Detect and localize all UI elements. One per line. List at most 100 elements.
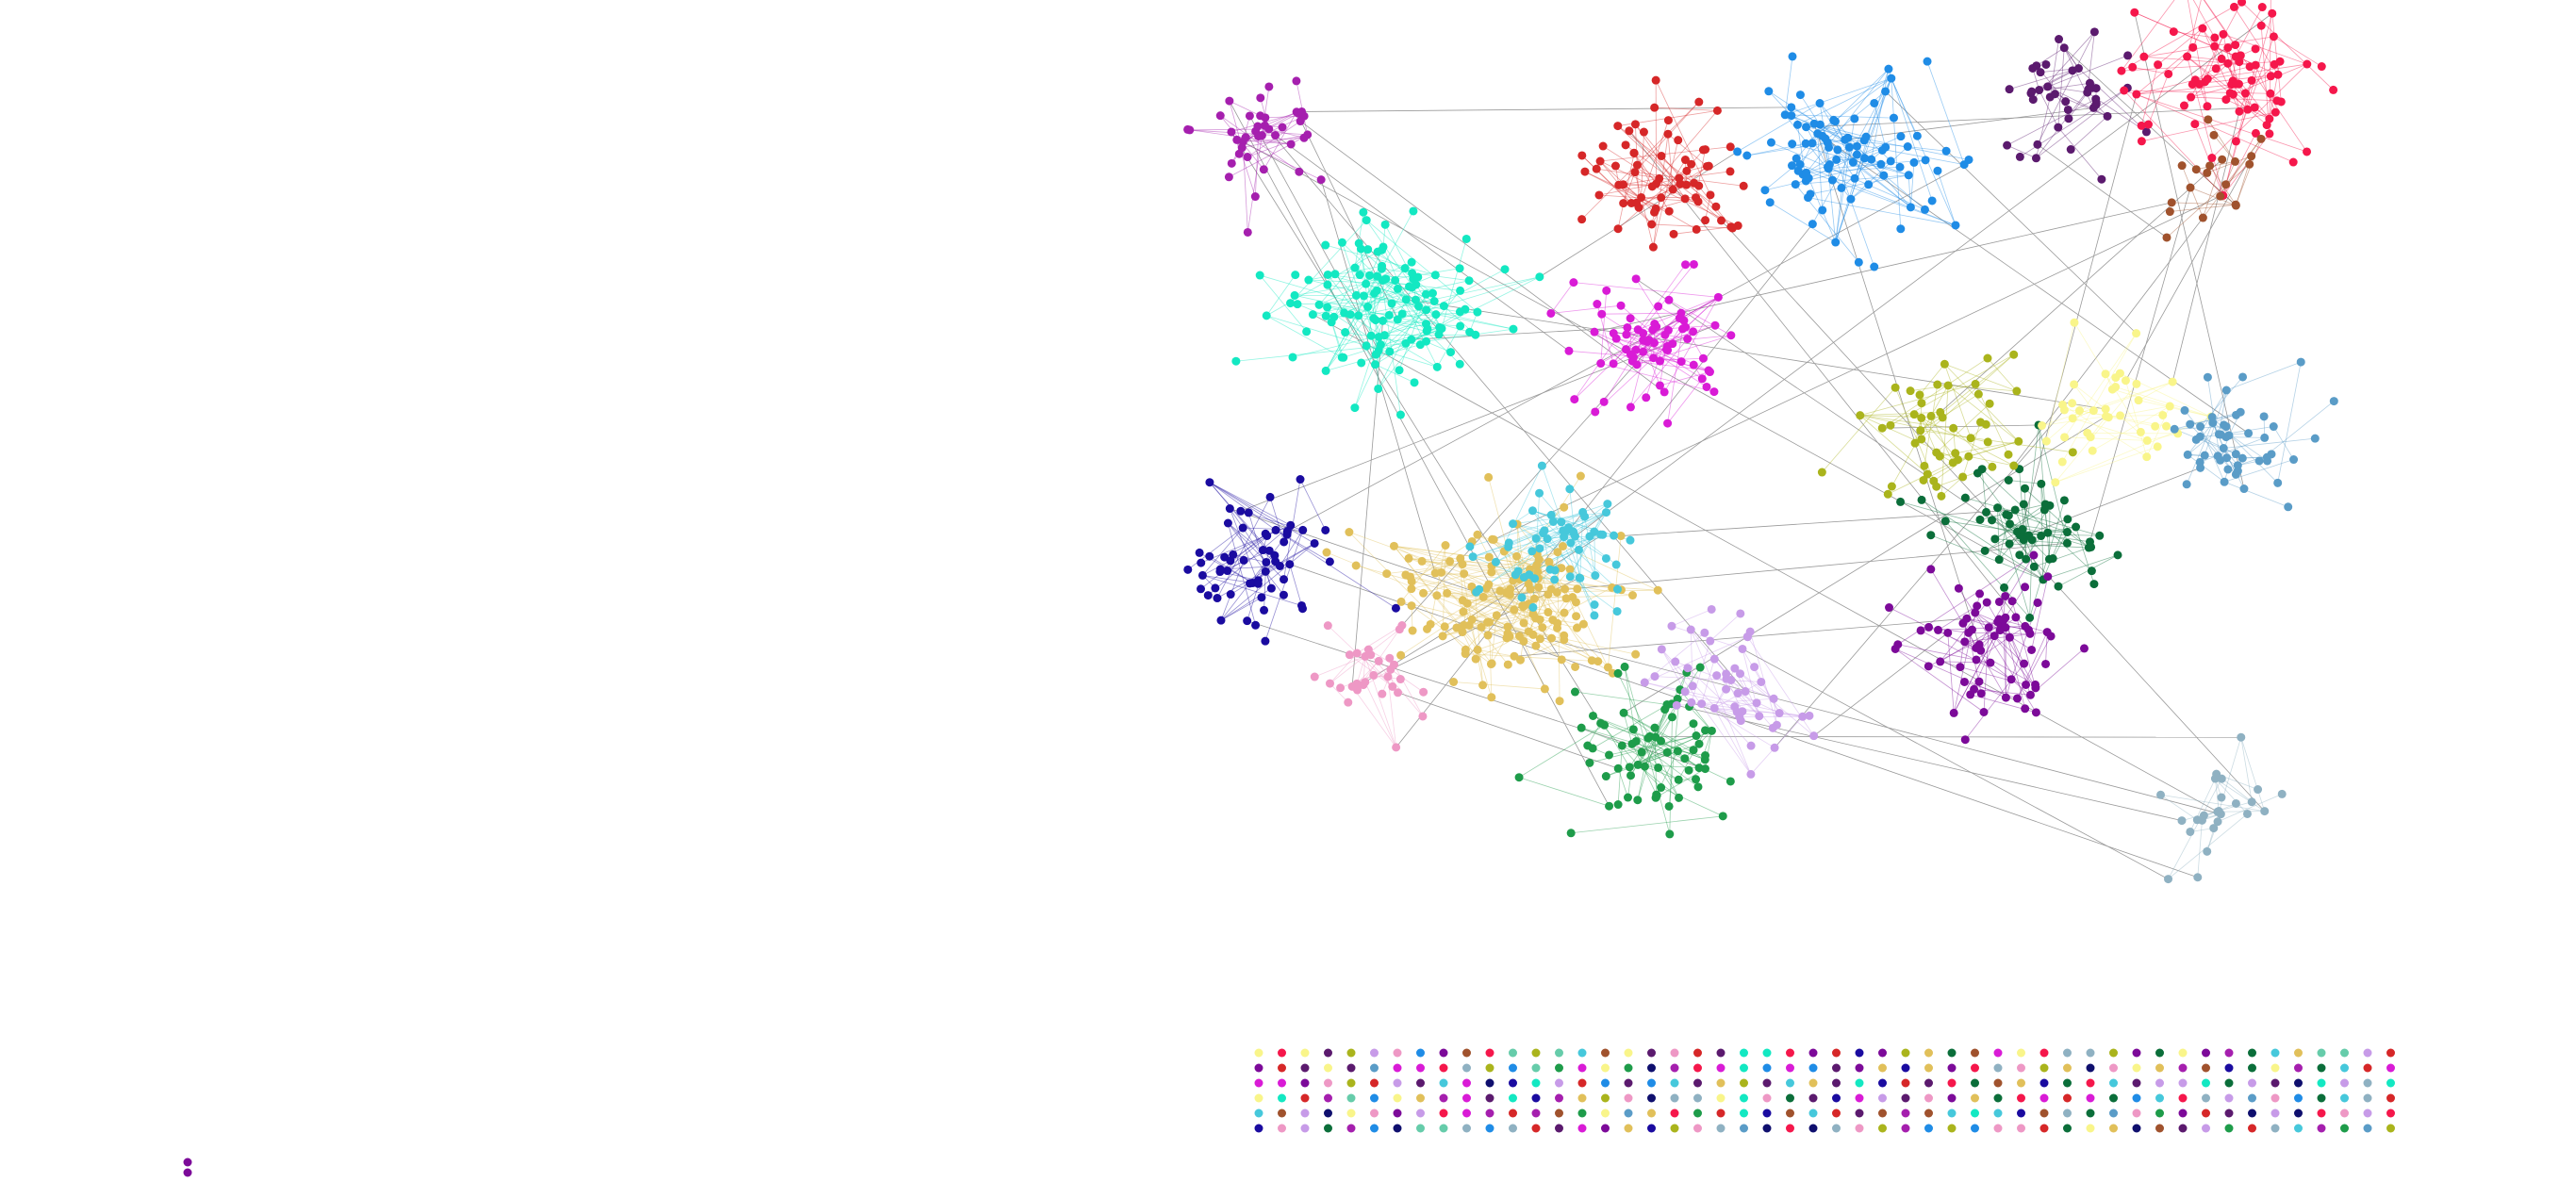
graph-edge <box>1209 482 1288 533</box>
graph-edge <box>1230 543 1315 595</box>
graph-node <box>1668 185 1677 194</box>
graph-edge <box>1940 158 2222 413</box>
isolated-node <box>2340 1093 2349 1103</box>
graph-edge <box>2168 778 2222 879</box>
graph-edge <box>2200 426 2225 483</box>
graph-node <box>1546 633 1556 643</box>
graph-node <box>1885 603 1894 613</box>
isolated-node <box>2386 1124 2395 1133</box>
graph-node <box>1956 663 1965 672</box>
graph-node <box>2107 385 2117 394</box>
graph-node <box>1590 599 1599 609</box>
graph-node <box>2195 457 2204 467</box>
graph-node <box>1588 711 1597 720</box>
graph-node <box>1487 693 1496 702</box>
graph-node <box>2029 550 2039 560</box>
isolated-node <box>2063 1124 2072 1133</box>
graph-edge <box>1584 171 1657 209</box>
isolated-node <box>1555 1124 1563 1133</box>
graph-edge <box>1981 468 2092 571</box>
isolated-node <box>1693 1124 1702 1133</box>
graph-edge <box>1382 246 1407 300</box>
isolated-node <box>2317 1124 2326 1133</box>
graph-node <box>1540 526 1549 535</box>
graph-node <box>1468 552 1478 562</box>
graph-node <box>2060 433 2070 442</box>
graph-node <box>1827 175 1837 185</box>
graph-node <box>2154 60 2163 70</box>
isolated-node <box>2155 1124 2164 1133</box>
isolated-node <box>1439 1093 1448 1103</box>
isolated-node <box>1947 1063 1957 1073</box>
graph-node <box>1915 390 1924 400</box>
graph-node <box>1683 335 1693 344</box>
graph-node <box>1717 216 1726 225</box>
graph-node <box>1383 672 1393 681</box>
graph-edge <box>1601 312 1681 315</box>
graph-edge <box>1806 126 1970 160</box>
graph-edge <box>1900 501 2026 537</box>
isolated-node <box>1254 1108 1263 1118</box>
isolated-node <box>1509 1093 1517 1103</box>
isolated-node <box>1647 1124 1656 1133</box>
graph-node <box>2025 613 2035 622</box>
graph-edge <box>1536 530 1563 539</box>
isolated-node <box>1393 1124 1402 1133</box>
graph-edge <box>1494 195 2221 540</box>
graph-edge <box>1910 385 1949 392</box>
graph-node <box>2170 424 2179 434</box>
graph-edge <box>1296 304 1327 317</box>
graph-node <box>1627 771 1636 780</box>
isolated-node <box>1762 1124 1772 1133</box>
graph-node <box>1216 616 1226 625</box>
graph-node <box>1487 659 1496 668</box>
graph-node <box>1344 698 1353 707</box>
graph-edge <box>1965 497 2100 536</box>
graph-node <box>1534 583 1544 592</box>
graph-node <box>1568 593 1577 602</box>
graph-node <box>1886 420 1895 430</box>
graph-node <box>2188 79 2197 89</box>
isolated-node <box>1924 1124 1933 1133</box>
graph-node <box>2254 785 2263 795</box>
graph-edge <box>1356 656 1366 684</box>
graph-node <box>1346 310 1355 320</box>
graph-node <box>1225 504 1234 514</box>
graph-edge <box>2055 446 2158 484</box>
graph-edge <box>1576 601 1609 668</box>
graph-edge <box>1841 150 1883 189</box>
graph-node <box>1286 140 1296 149</box>
graph-node <box>1587 656 1596 665</box>
graph-node <box>1973 601 1982 611</box>
graph-node <box>2143 120 2153 129</box>
graph-edge <box>2196 160 2236 171</box>
graph-node <box>2128 62 2138 72</box>
isolated-node <box>1878 1093 1887 1103</box>
graph-edge <box>2189 187 2237 206</box>
graph-node <box>1408 269 1417 278</box>
graph-node <box>1271 131 1280 140</box>
graph-node <box>1619 708 1628 717</box>
graph-node <box>1599 397 1609 406</box>
graph-node <box>1881 87 1891 96</box>
graph-node <box>1365 271 1375 280</box>
graph-node <box>1738 644 1747 653</box>
graph-node <box>1994 555 2004 565</box>
isolated-node <box>1901 1048 1910 1058</box>
graph-node <box>1923 469 1932 479</box>
graph-edge <box>2040 484 2044 580</box>
isolated-node <box>1947 1078 1957 1088</box>
graph-node <box>1682 166 1692 175</box>
graph-node <box>1408 283 1417 292</box>
graph-node <box>1407 257 1416 267</box>
graph-node <box>1626 350 1635 359</box>
graph-edge <box>1937 171 1957 226</box>
graph-node <box>1378 689 1387 698</box>
isolated-node <box>2248 1048 2256 1058</box>
isolated-node <box>183 1157 192 1167</box>
graph-node <box>1250 192 1260 202</box>
graph-edge <box>1520 639 1564 661</box>
graph-node <box>1988 462 1997 471</box>
graph-node <box>2193 873 2203 882</box>
graph-node <box>1709 387 1719 397</box>
